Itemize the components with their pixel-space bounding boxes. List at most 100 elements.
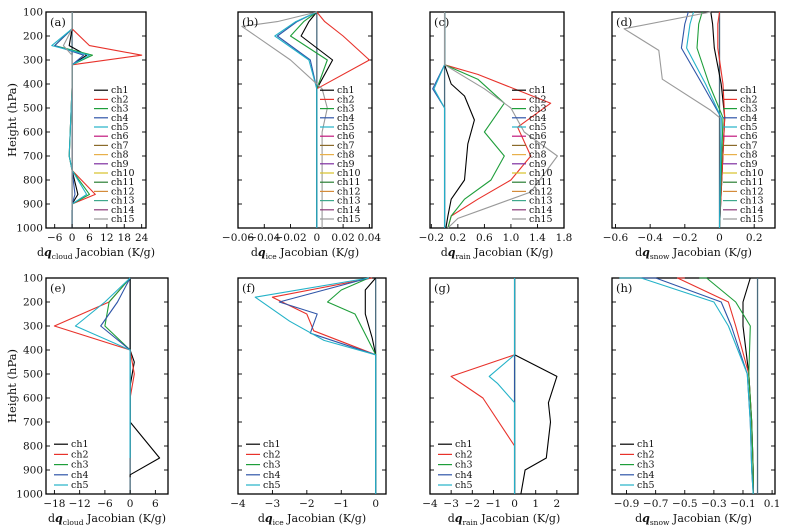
series-line-ch5: [74, 277, 131, 458]
x-tick-label: −6: [97, 498, 113, 510]
x-tick-label: 1: [532, 498, 539, 510]
y-tick-label: 900: [23, 199, 43, 211]
legend-label-ch7: ch7: [337, 140, 354, 151]
legend-label-ch11: ch11: [529, 177, 553, 188]
x-tick-label: −1: [334, 498, 349, 510]
legend-label-ch3: ch3: [455, 460, 472, 471]
x-tick-label: −0.06: [222, 232, 254, 244]
panel-d: −0.6 −0.4 −0.2 0 0.2 (d) ch1ch2ch3ch4ch5ch6ch7…: [603, 11, 776, 261]
legend-label-ch7: ch7: [111, 140, 128, 151]
legend-label-ch12: ch12: [740, 186, 764, 197]
x-tick-label: −2: [465, 498, 480, 510]
series-line-ch3: [696, 11, 724, 229]
x-tick-label: 6: [86, 232, 93, 244]
legend-label-ch6: ch6: [111, 131, 128, 142]
legend-label-ch9: ch9: [337, 159, 354, 170]
legend-label-ch2: ch2: [263, 449, 280, 460]
series-line-ch15: [444, 12, 558, 229]
plot-frame: [237, 277, 387, 495]
series-line-ch1: [514, 278, 558, 495]
legend-label-ch14: ch14: [111, 205, 135, 216]
x-tick-label: 24: [135, 232, 149, 244]
x-tick-label: −0.2: [672, 232, 698, 244]
y-tick-label: 200: [23, 31, 43, 43]
plot-frame: [429, 11, 565, 229]
x-tick-label: −6: [47, 232, 63, 244]
legend-label-ch9: ch9: [111, 159, 128, 170]
plot-frame: [237, 11, 373, 229]
x-axis-title: dqcloud Jacobian (K/g): [48, 512, 166, 527]
series-line-ch3: [444, 12, 505, 229]
legend-label-ch5: ch5: [111, 122, 128, 133]
legend-label-ch2: ch2: [111, 94, 128, 105]
panel-label: (c): [434, 15, 449, 29]
panel-a: 100 200 300 400 500 600 700 800 900 1000 −6 0 6 12 18 2…: [5, 7, 155, 262]
y-tick-label: 200: [23, 297, 43, 309]
legend-label-ch5: ch5: [637, 480, 654, 491]
series-line-ch4: [100, 277, 131, 458]
x-tick-label: 0.2: [450, 232, 467, 244]
legend-label-ch4: ch4: [637, 470, 654, 481]
legend-label-ch1: ch1: [71, 439, 88, 450]
legend-label-ch3: ch3: [337, 104, 354, 115]
legend-label-ch6: ch6: [337, 131, 354, 142]
x-tick-label: 0: [372, 498, 379, 510]
legend-label-ch8: ch8: [740, 150, 757, 161]
x-tick-label: 18: [118, 232, 131, 244]
series-line-ch15: [62, 12, 73, 210]
y-tick-label: 300: [23, 321, 43, 333]
y-tick-label: 500: [23, 103, 43, 115]
legend-label-ch14: ch14: [740, 205, 764, 216]
legend-label-ch4: ch4: [111, 113, 128, 124]
legend-label-ch4: ch4: [529, 113, 546, 124]
series-line-ch3: [104, 277, 131, 458]
legend-label-ch2: ch2: [337, 94, 354, 105]
plot-frame: [611, 277, 776, 495]
y-tick-label: 1000: [16, 489, 43, 501]
x-tick-label: −0.04: [248, 232, 280, 244]
legend-label-ch5: ch5: [455, 480, 472, 491]
legend-label-ch2: ch2: [529, 94, 546, 105]
series-line-ch5: [274, 11, 318, 228]
y-tick-label: 900: [23, 465, 43, 477]
x-tick-label: −18: [43, 498, 65, 510]
legend-label-ch2: ch2: [71, 449, 88, 460]
x-tick-label: −2: [299, 498, 314, 510]
legend-label-ch3: ch3: [529, 104, 546, 115]
legend-label-ch4: ch4: [337, 113, 354, 124]
series-line-ch5: [254, 277, 377, 494]
x-tick-label: −3: [265, 498, 280, 510]
legend-label-ch1: ch1: [111, 85, 128, 96]
x-tick-label: 1.8: [556, 232, 573, 244]
y-tick-label: 1000: [16, 223, 43, 235]
y-tick-label: 100: [23, 273, 43, 285]
legend-label-ch12: ch12: [111, 186, 135, 197]
legend-label-ch13: ch13: [740, 196, 764, 207]
y-tick-label: 700: [23, 417, 43, 429]
panel-label: (g): [434, 281, 450, 295]
legend-label-ch4: ch4: [455, 470, 472, 481]
x-tick-label: −0.9: [614, 498, 640, 510]
plot-frame: [45, 11, 147, 229]
legend-label-ch15: ch15: [337, 214, 361, 225]
x-tick-label: −0.4: [637, 232, 663, 244]
panel-b: −0.06−0.04−0.02 0 0.02 0.04(b)ch1ch2ch3ch4c…: [222, 11, 381, 261]
panel-label: (h): [616, 281, 632, 295]
legend-label-ch12: ch12: [337, 186, 361, 197]
panel-label: (e): [50, 281, 66, 295]
legend-label-ch8: ch8: [337, 150, 354, 161]
x-tick-label: 0.1: [764, 498, 781, 510]
series-line-ch5: [51, 12, 91, 210]
legend-label-ch6: ch6: [529, 131, 546, 142]
legend-label-ch5: ch5: [337, 122, 354, 133]
x-axis-title: dqice Jacobian (K/g): [258, 512, 366, 527]
y-axis-title: Height (hPa): [5, 83, 19, 157]
x-tick-label: −0.2: [419, 232, 445, 244]
x-tick-label: 0: [69, 232, 76, 244]
legend-label-ch5: ch5: [263, 480, 280, 491]
legend-label-ch10: ch10: [337, 168, 361, 179]
series-line-ch3: [326, 277, 377, 494]
